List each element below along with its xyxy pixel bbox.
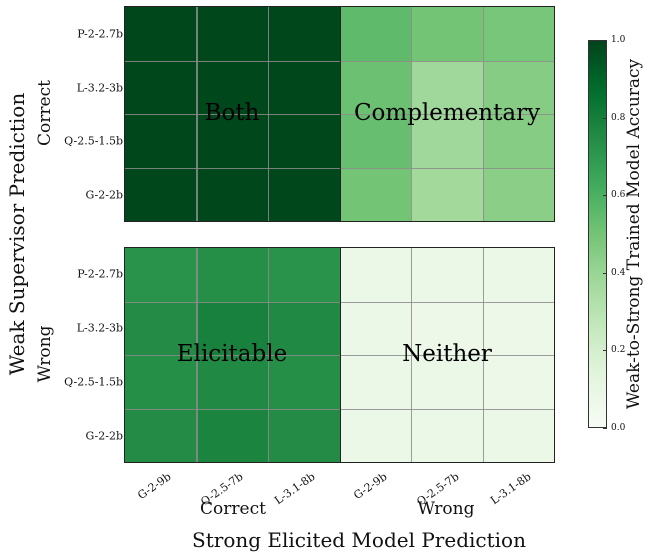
ytick-label: G-2-2b bbox=[85, 429, 123, 443]
ytick-label: G-2-2b bbox=[85, 188, 123, 202]
heatmap-cell bbox=[196, 248, 268, 302]
x-axis-title: Strong Elicited Model Prediction bbox=[192, 528, 526, 552]
heatmap-cell bbox=[411, 355, 483, 409]
heatmap-cell bbox=[339, 114, 411, 168]
colorbar-label: Weak-to-Strong Trained Model Accuracy bbox=[624, 58, 644, 410]
colorbar-tick-label: 0.0 bbox=[611, 423, 626, 433]
heatmap-cell bbox=[411, 167, 483, 221]
ytick-label: P-2-2.7b bbox=[77, 267, 123, 281]
colorbar bbox=[588, 40, 607, 428]
heatmap-cell bbox=[268, 167, 340, 221]
y-group-label-correct: Correct bbox=[35, 80, 55, 146]
heatmap-cell bbox=[411, 60, 483, 114]
heatmap-cell bbox=[339, 7, 411, 61]
heatmap-cell bbox=[339, 167, 411, 221]
colorbar-tick-mark bbox=[603, 40, 607, 41]
xtick-label: G-2-9b bbox=[351, 470, 390, 503]
xtick-label: L-3.1-8b bbox=[488, 470, 534, 508]
heatmap-cell bbox=[125, 355, 197, 409]
heatmap-cell bbox=[411, 248, 483, 302]
x-group-label-correct: Correct bbox=[200, 499, 266, 519]
y-axis-title: Weak Supervisor Prediction bbox=[5, 92, 29, 376]
heatmap-cell bbox=[482, 167, 554, 221]
heatmap-cell bbox=[268, 7, 340, 61]
heatmap-cell bbox=[482, 7, 554, 61]
xtick-label: L-3.1-8b bbox=[272, 470, 318, 508]
heatmap-cell bbox=[125, 60, 197, 114]
heatmap-cell bbox=[339, 355, 411, 409]
heatmap-cell bbox=[339, 60, 411, 114]
colorbar-tick-mark bbox=[603, 272, 607, 274]
heatmap-cell bbox=[268, 301, 340, 355]
heatmap-cell bbox=[411, 301, 483, 355]
heatmap-cell bbox=[196, 355, 268, 409]
heatmap-cell bbox=[125, 114, 197, 168]
heatmap-cell bbox=[482, 114, 554, 168]
ytick-label: L-3.2-3b bbox=[76, 81, 123, 95]
heatmap-cell bbox=[339, 248, 411, 302]
heatmap-cell bbox=[268, 248, 340, 302]
heatmap-cell bbox=[339, 408, 411, 462]
heatmap-cell bbox=[125, 167, 197, 221]
heatmap-cell bbox=[196, 114, 268, 168]
colorbar-tick-mark bbox=[603, 117, 607, 119]
heatmap-cell bbox=[125, 301, 197, 355]
heatmap-cell bbox=[411, 7, 483, 61]
colorbar-tick-label: 0.2 bbox=[611, 345, 626, 356]
heatmap-cell bbox=[268, 408, 340, 462]
heatmap-cell bbox=[268, 114, 340, 168]
heatmap-cell bbox=[482, 301, 554, 355]
ytick-label: Q-2.5-1.5b bbox=[64, 134, 123, 148]
heatmap-cell bbox=[196, 408, 268, 462]
heatmap-cell bbox=[482, 248, 554, 302]
quadrant-divider bbox=[339, 248, 341, 462]
colorbar-tick-mark bbox=[603, 195, 607, 197]
ytick-label: Q-2.5-1.5b bbox=[64, 375, 123, 389]
quadrant-divider bbox=[339, 7, 341, 221]
x-group-label-wrong: Wrong bbox=[417, 499, 475, 519]
heatmap-cell bbox=[125, 408, 197, 462]
colorbar-tick-label: 0.8 bbox=[611, 112, 626, 123]
heatmap-cell bbox=[268, 355, 340, 409]
colorbar-tick-label: 0.6 bbox=[611, 190, 626, 201]
heatmap-cell bbox=[196, 60, 268, 114]
colorbar-tick-label: 1.0 bbox=[611, 35, 626, 45]
panel-weak-wrong bbox=[124, 247, 555, 463]
colorbar-tick-mark bbox=[603, 350, 607, 352]
y-group-label-wrong: Wrong bbox=[35, 325, 55, 383]
heatmap-cell bbox=[196, 7, 268, 61]
heatmap-cell bbox=[125, 7, 197, 61]
ytick-label: L-3.2-3b bbox=[76, 321, 123, 335]
heatmap-cell bbox=[411, 408, 483, 462]
heatmap-cell bbox=[339, 301, 411, 355]
panel-weak-correct bbox=[124, 6, 555, 222]
heatmap-cell bbox=[196, 167, 268, 221]
heatmap-cell bbox=[482, 60, 554, 114]
colorbar-tick-label: 0.4 bbox=[611, 267, 626, 278]
heatmap-cell bbox=[482, 408, 554, 462]
colorbar-tick-mark bbox=[603, 428, 607, 429]
ytick-label: P-2-2.7b bbox=[77, 27, 123, 41]
heatmap-cell bbox=[196, 301, 268, 355]
heatmap-cell bbox=[268, 60, 340, 114]
xtick-label: G-2-9b bbox=[135, 470, 174, 503]
heatmap-cell bbox=[125, 248, 197, 302]
heatmap-cell bbox=[482, 355, 554, 409]
heatmap-cell bbox=[411, 114, 483, 168]
